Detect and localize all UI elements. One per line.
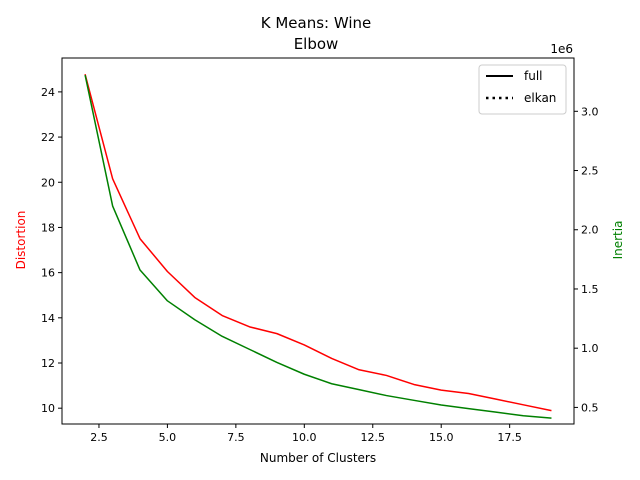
right-axis-offset-label: 1e6: [550, 42, 573, 56]
left-tick-label: 10: [41, 402, 55, 415]
chart-title-line1: K Means: Wine: [261, 14, 372, 32]
x-tick-label: 17.5: [497, 431, 522, 444]
legend-label-full: full: [524, 69, 543, 83]
legend-label-elkan: elkan: [524, 91, 556, 105]
right-tick-label: 1.5: [581, 283, 599, 296]
plot-frame: [61, 57, 575, 425]
series-layer: [84, 74, 552, 419]
left-tick-label: 18: [41, 221, 55, 234]
axes-layer: 2.5 5.0 7.5 10.0 12.5 15.0 17.5 10 12 14 16 18 20 22 2…: [41, 57, 599, 444]
right-axis-label: Inertia: [611, 221, 625, 260]
right-tick-label: 2.0: [581, 224, 599, 237]
inertia-series-line: [84, 74, 552, 419]
right-tick-label: 2.5: [581, 165, 599, 178]
right-tick-label: 0.5: [581, 401, 599, 414]
left-tick-label: 16: [41, 267, 55, 280]
x-tick-label: 15.0: [429, 431, 454, 444]
x-axis-label: Number of Clusters: [260, 451, 376, 465]
legend: full elkan: [478, 64, 567, 115]
left-tick-label: 22: [41, 131, 55, 144]
x-tick-label: 7.5: [227, 431, 245, 444]
left-axis-label: Distortion: [14, 211, 28, 270]
left-tick-label: 12: [41, 357, 55, 370]
x-tick-label: 2.5: [90, 431, 108, 444]
left-tick-label: 20: [41, 176, 55, 189]
left-tick-label: 24: [41, 86, 55, 99]
distortion-series-line: [84, 74, 552, 412]
right-tick-label: 3.0: [581, 105, 599, 118]
right-tick-label: 1.0: [581, 342, 599, 355]
x-tick-label: 10.0: [292, 431, 317, 444]
x-tick-label: 12.5: [361, 431, 386, 444]
x-tick-label: 5.0: [159, 431, 177, 444]
chart-title-line2: Elbow: [294, 35, 339, 53]
legend-box: [478, 64, 567, 115]
left-tick-label: 14: [41, 312, 55, 325]
